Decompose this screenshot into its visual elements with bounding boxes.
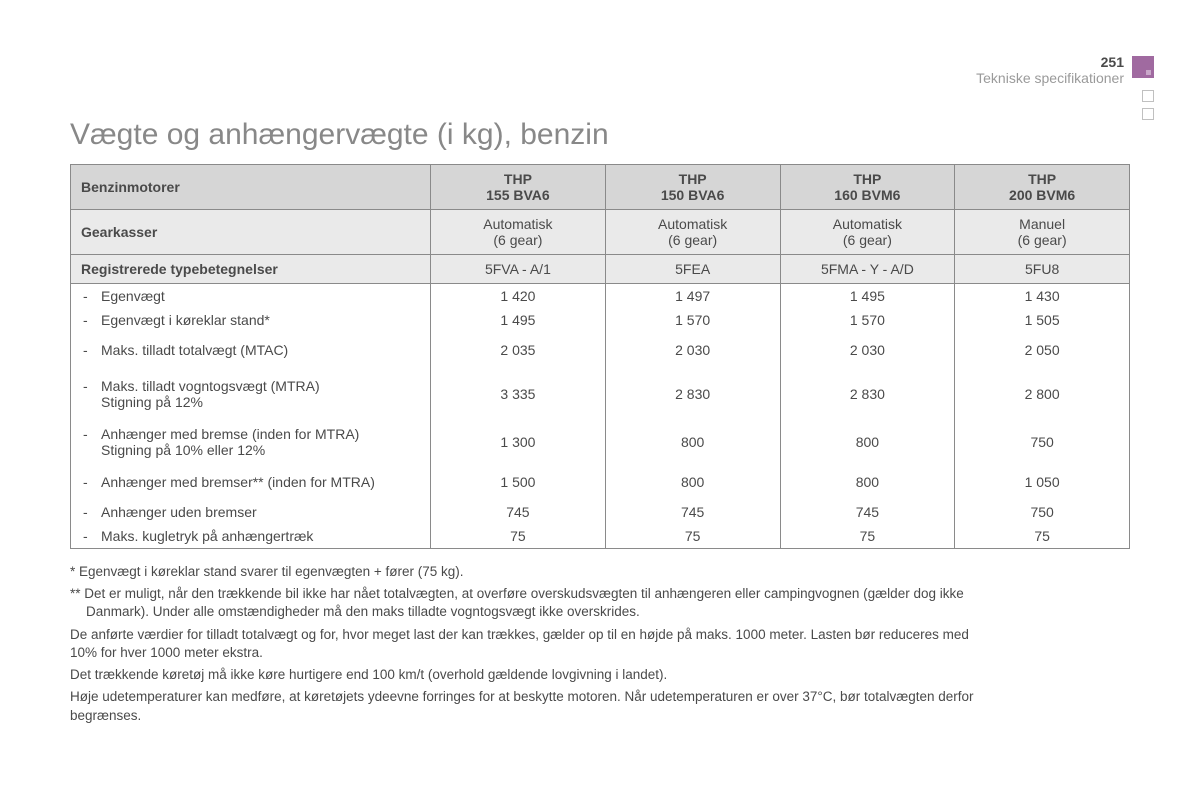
row-label: -Maks. tilladt totalvægt (MTAC) — [71, 332, 431, 368]
table-row-types: Registrerede typebetegnelser 5FVA - A/1 … — [71, 255, 1130, 284]
table-row: -Maks. tilladt totalvægt (MTAC)2 0352 03… — [71, 332, 1130, 368]
table-row: -Egenvægt1 4201 4971 4951 430 — [71, 284, 1130, 309]
header-types: Registrerede typebetegnelser — [71, 255, 431, 284]
table-row: -Maks. kugletryk på anhængertræk75757575 — [71, 524, 1130, 549]
data-cell: 1 495 — [431, 308, 606, 332]
data-cell: 1 300 — [431, 420, 606, 464]
type-cell: 5FVA - A/1 — [431, 255, 606, 284]
data-cell: 745 — [431, 500, 606, 524]
type-cell: 5FEA — [605, 255, 780, 284]
data-cell: 745 — [780, 500, 955, 524]
data-cell: 2 830 — [780, 368, 955, 420]
data-cell: 750 — [955, 420, 1130, 464]
type-cell: 5FMA - Y - A/D — [780, 255, 955, 284]
data-cell: 2 035 — [431, 332, 606, 368]
data-cell: 2 030 — [780, 332, 955, 368]
section-label: Tekniske specifikationer — [976, 70, 1154, 86]
data-cell: 1 430 — [955, 284, 1130, 309]
page-content: Vægte og anhængervægte (i kg), benzin Be… — [0, 0, 1200, 725]
table-row: -Egenvægt i køreklar stand*1 4951 5701 5… — [71, 308, 1130, 332]
data-cell: 1 497 — [605, 284, 780, 309]
data-cell: 1 500 — [431, 464, 606, 500]
header-engine: THP150 BVA6 — [605, 165, 780, 210]
data-cell: 75 — [955, 524, 1130, 549]
decor-square-inner-icon — [1146, 70, 1151, 75]
data-cell: 800 — [605, 464, 780, 500]
footnotes: * Egenvægt i køreklar stand svarer til e… — [70, 563, 1130, 725]
data-cell: 75 — [605, 524, 780, 549]
page-number: 251 — [976, 54, 1154, 70]
data-cell: 2 030 — [605, 332, 780, 368]
data-cell: 750 — [955, 500, 1130, 524]
row-label: -Egenvægt i køreklar stand* — [71, 308, 431, 332]
header-benzinmotorer: Benzinmotorer — [71, 165, 431, 210]
data-cell: 1 420 — [431, 284, 606, 309]
row-label: -Anhænger uden bremser — [71, 500, 431, 524]
row-label: -Maks. kugletryk på anhængertræk — [71, 524, 431, 549]
footnote: Høje udetemperaturer kan medføre, at kør… — [70, 688, 1130, 724]
data-cell: 745 — [605, 500, 780, 524]
data-cell: 800 — [780, 464, 955, 500]
data-cell: 1 570 — [605, 308, 780, 332]
table-row-gearboxes: Gearkasser Automatisk(6 gear) Automatisk… — [71, 210, 1130, 255]
data-cell: 1 495 — [780, 284, 955, 309]
header-engine: THP160 BVM6 — [780, 165, 955, 210]
table-row-engines: Benzinmotorer THP155 BVA6 THP150 BVA6 TH… — [71, 165, 1130, 210]
data-cell: 1 050 — [955, 464, 1130, 500]
data-cell: 3 335 — [431, 368, 606, 420]
type-cell: 5FU8 — [955, 255, 1130, 284]
data-cell: 1 505 — [955, 308, 1130, 332]
data-cell: 75 — [431, 524, 606, 549]
data-cell: 1 570 — [780, 308, 955, 332]
footnote: * Egenvægt i køreklar stand svarer til e… — [70, 563, 1130, 581]
gearbox-cell: Manuel(6 gear) — [955, 210, 1130, 255]
table-row: -Anhænger med bremser** (inden for MTRA)… — [71, 464, 1130, 500]
row-label: -Egenvægt — [71, 284, 431, 309]
row-label: -Anhænger med bremse (inden for MTRA)Sti… — [71, 420, 431, 464]
page-title: Vægte og anhængervægte (i kg), benzin — [70, 118, 1130, 152]
footnote: De anførte værdier for tilladt totalvægt… — [70, 626, 1130, 662]
decor-square-icon — [1132, 56, 1154, 78]
decor-outline-icon — [1142, 108, 1154, 120]
table-row: -Anhænger uden bremser745745745750 — [71, 500, 1130, 524]
data-cell: 2 050 — [955, 332, 1130, 368]
row-label: -Anhænger med bremser** (inden for MTRA) — [71, 464, 431, 500]
data-cell: 75 — [780, 524, 955, 549]
data-cell: 800 — [605, 420, 780, 464]
header-engine: THP155 BVA6 — [431, 165, 606, 210]
gearbox-cell: Automatisk(6 gear) — [605, 210, 780, 255]
gearbox-cell: Automatisk(6 gear) — [780, 210, 955, 255]
header-gearkasser: Gearkasser — [71, 210, 431, 255]
table-row: -Anhænger med bremse (inden for MTRA)Sti… — [71, 420, 1130, 464]
data-cell: 800 — [780, 420, 955, 464]
decor-outline-icon — [1142, 90, 1154, 102]
footnote: Det trækkende køretøj må ikke køre hurti… — [70, 666, 1130, 684]
page-header: 251 Tekniske specifikationer — [976, 54, 1154, 86]
table-row: -Maks. tilladt vogntogsvægt (MTRA)Stigni… — [71, 368, 1130, 420]
spec-table: Benzinmotorer THP155 BVA6 THP150 BVA6 TH… — [70, 164, 1130, 549]
header-engine: THP200 BVM6 — [955, 165, 1130, 210]
footnote: ** Det er muligt, når den trækkende bil … — [70, 585, 1130, 621]
gearbox-cell: Automatisk(6 gear) — [431, 210, 606, 255]
row-label: -Maks. tilladt vogntogsvægt (MTRA)Stigni… — [71, 368, 431, 420]
data-cell: 2 800 — [955, 368, 1130, 420]
data-cell: 2 830 — [605, 368, 780, 420]
